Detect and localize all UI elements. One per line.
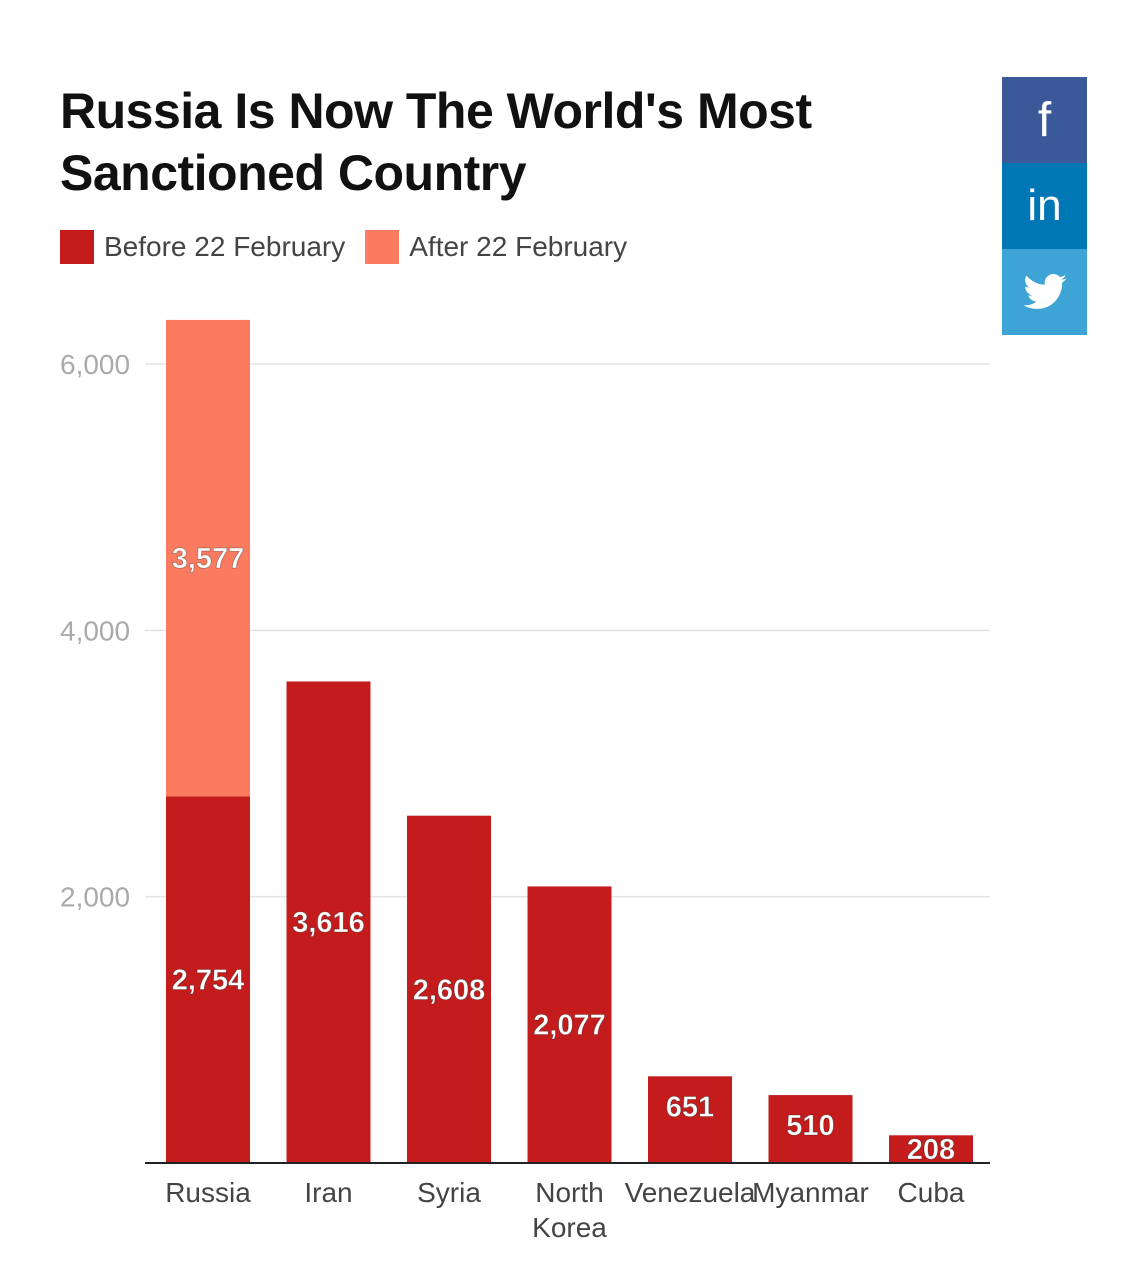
data-label: 208 xyxy=(907,1134,955,1166)
data-label: 3,616 xyxy=(292,907,365,939)
legend-swatch-before xyxy=(60,230,94,264)
x-tick-label: Korea xyxy=(532,1212,607,1243)
data-label: 651 xyxy=(666,1091,714,1123)
bar-before xyxy=(286,681,371,1163)
share-bar: f in xyxy=(1002,77,1087,335)
linkedin-icon: in xyxy=(1027,181,1062,230)
facebook-icon: f xyxy=(1037,93,1052,147)
chart-title-line-2: Sanctioned Country xyxy=(60,145,527,201)
chart-title: Russia Is Now The World's Most Sanctione… xyxy=(60,80,960,204)
x-tick-label: Russia xyxy=(165,1177,251,1208)
linkedin-share-button[interactable]: in xyxy=(1002,163,1087,249)
x-tick-label: North xyxy=(535,1177,603,1208)
legend-label-before: Before 22 February xyxy=(104,231,346,262)
y-tick-label: 2,000 xyxy=(60,882,130,913)
twitter-share-button[interactable] xyxy=(1002,249,1087,335)
y-tick-label: 4,000 xyxy=(60,615,130,646)
x-tick-label: Venezuela xyxy=(625,1177,756,1208)
data-label: 3,577 xyxy=(172,543,245,575)
x-tick-label: Iran xyxy=(304,1177,352,1208)
data-label: 2,077 xyxy=(533,1010,606,1042)
legend-item-after: After 22 February xyxy=(365,230,627,264)
x-tick-label: Cuba xyxy=(898,1177,965,1208)
legend-swatch-after xyxy=(365,230,400,264)
bar-before xyxy=(889,1135,973,1163)
chart-title-line-1: Russia Is Now The World's Most xyxy=(60,83,812,139)
bar-before xyxy=(407,815,491,1163)
facebook-share-button[interactable]: f xyxy=(1002,77,1087,163)
bar-before xyxy=(527,886,612,1163)
x-tick-label: Syria xyxy=(417,1177,481,1208)
bar-before xyxy=(166,796,250,1163)
y-tick-label: 6,000 xyxy=(60,349,130,380)
x-tick-label: Myanmar xyxy=(752,1177,869,1208)
bar-after xyxy=(166,319,250,797)
bar-before xyxy=(768,1095,853,1163)
legend-item-before: Before 22 February xyxy=(60,230,345,264)
chart-legend: Before 22 February After 22 February xyxy=(60,230,647,264)
legend-label-after: After 22 February xyxy=(409,231,628,262)
bar-before xyxy=(648,1076,732,1163)
twitter-icon xyxy=(1022,274,1067,309)
data-label: 510 xyxy=(786,1110,834,1142)
data-label: 2,608 xyxy=(413,974,486,1006)
data-label: 2,754 xyxy=(172,965,245,997)
